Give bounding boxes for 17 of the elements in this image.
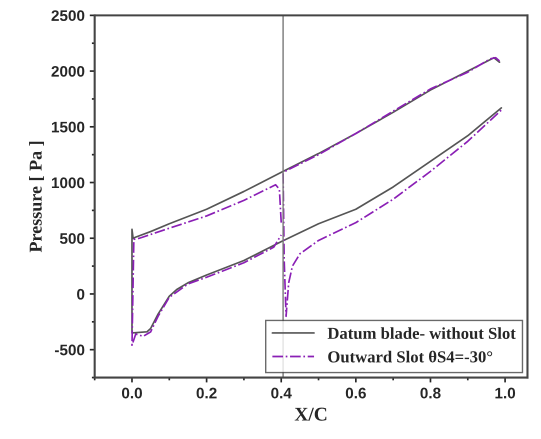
y-tick-label: 1000 [52,177,84,188]
y-tick-label: 0 [77,288,84,300]
x-tick-label: 0.0 [122,388,142,398]
x-axis-title: X/C [294,408,326,421]
y-tick-label: -500 [54,344,84,356]
y-tick-label: 1500 [52,122,84,132]
x-tick-label: 0.6 [346,388,366,398]
y-axis-title: Pressure [ Pa ] [29,142,44,252]
x-tick-label: 0.2 [196,388,217,398]
y-tick-label: 2500 [52,10,84,22]
legend-label: Outward Slot θS4=-30° [328,350,492,363]
y-tick-label: 500 [60,233,84,244]
x-tick-label: 0.8 [420,388,441,398]
legend-label: Datum blade- without Slot [328,327,516,339]
y-tick-label: 2000 [52,66,84,77]
x-tick-label: 1.0 [495,388,516,398]
x-tick-label: 0.4 [271,388,292,398]
